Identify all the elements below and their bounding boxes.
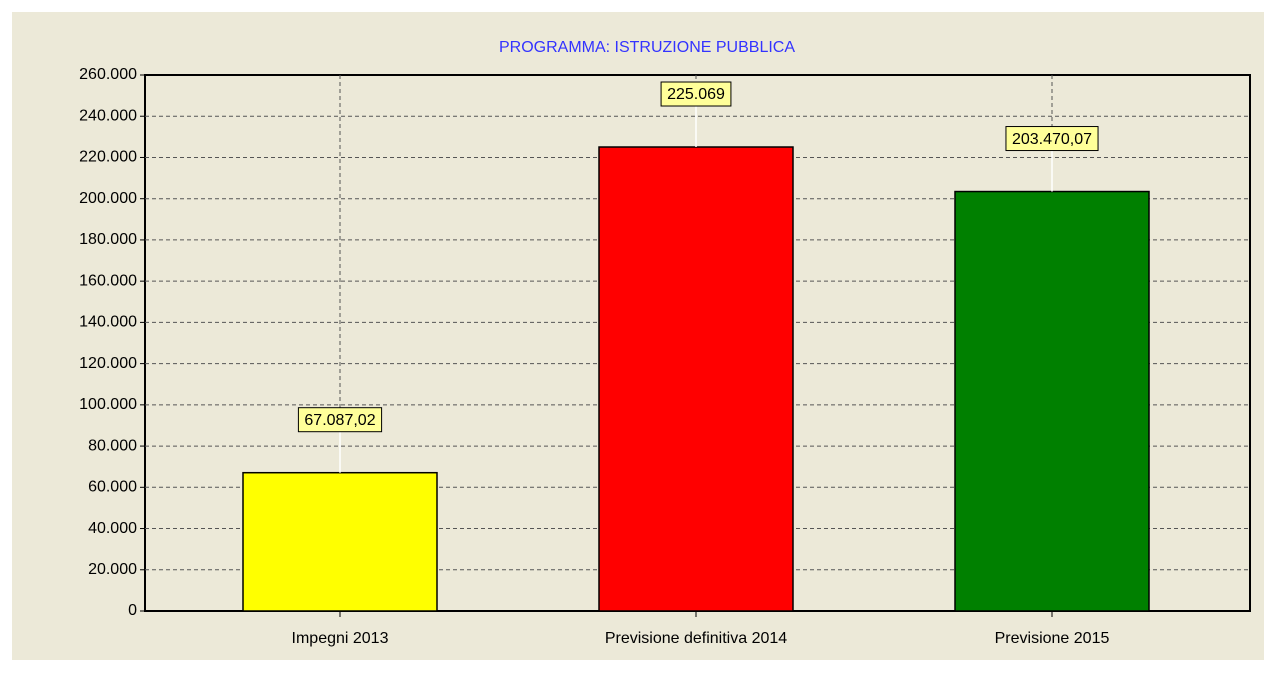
y-tick-label: 60.000 <box>88 479 137 496</box>
bar <box>954 190 1150 612</box>
chart-title: PROGRAMMA: ISTRUZIONE PUBBLICA <box>499 39 795 56</box>
y-tick-label: 20.000 <box>88 561 137 578</box>
y-tick-label: 80.000 <box>88 437 137 454</box>
y-tick-label: 0 <box>128 602 137 619</box>
value-label-box <box>660 81 732 107</box>
bar <box>242 471 438 612</box>
y-tick-label: 160.000 <box>79 272 137 289</box>
value-label-box <box>297 407 383 433</box>
x-tick-label: Previsione 2015 <box>995 630 1110 647</box>
bar <box>598 146 794 612</box>
y-tick-label: 40.000 <box>88 520 137 537</box>
y-tick-label: 120.000 <box>79 355 137 372</box>
y-tick-label: 240.000 <box>79 107 137 124</box>
y-tick-label: 220.000 <box>79 149 137 166</box>
value-label: 67.087,02 <box>304 412 375 429</box>
value-label-box <box>1005 126 1099 152</box>
x-tick-label: Impegni 2013 <box>292 630 389 647</box>
y-tick-label: 100.000 <box>79 396 137 413</box>
y-tick-label: 260.000 <box>79 66 137 83</box>
x-tick-label: Previsione definitiva 2014 <box>605 630 787 647</box>
y-tick-label: 140.000 <box>79 314 137 331</box>
y-tick-label: 200.000 <box>79 190 137 207</box>
value-label: 203.470,07 <box>1012 131 1092 148</box>
y-tick-label: 180.000 <box>79 231 137 248</box>
value-label: 225.069 <box>667 86 725 103</box>
